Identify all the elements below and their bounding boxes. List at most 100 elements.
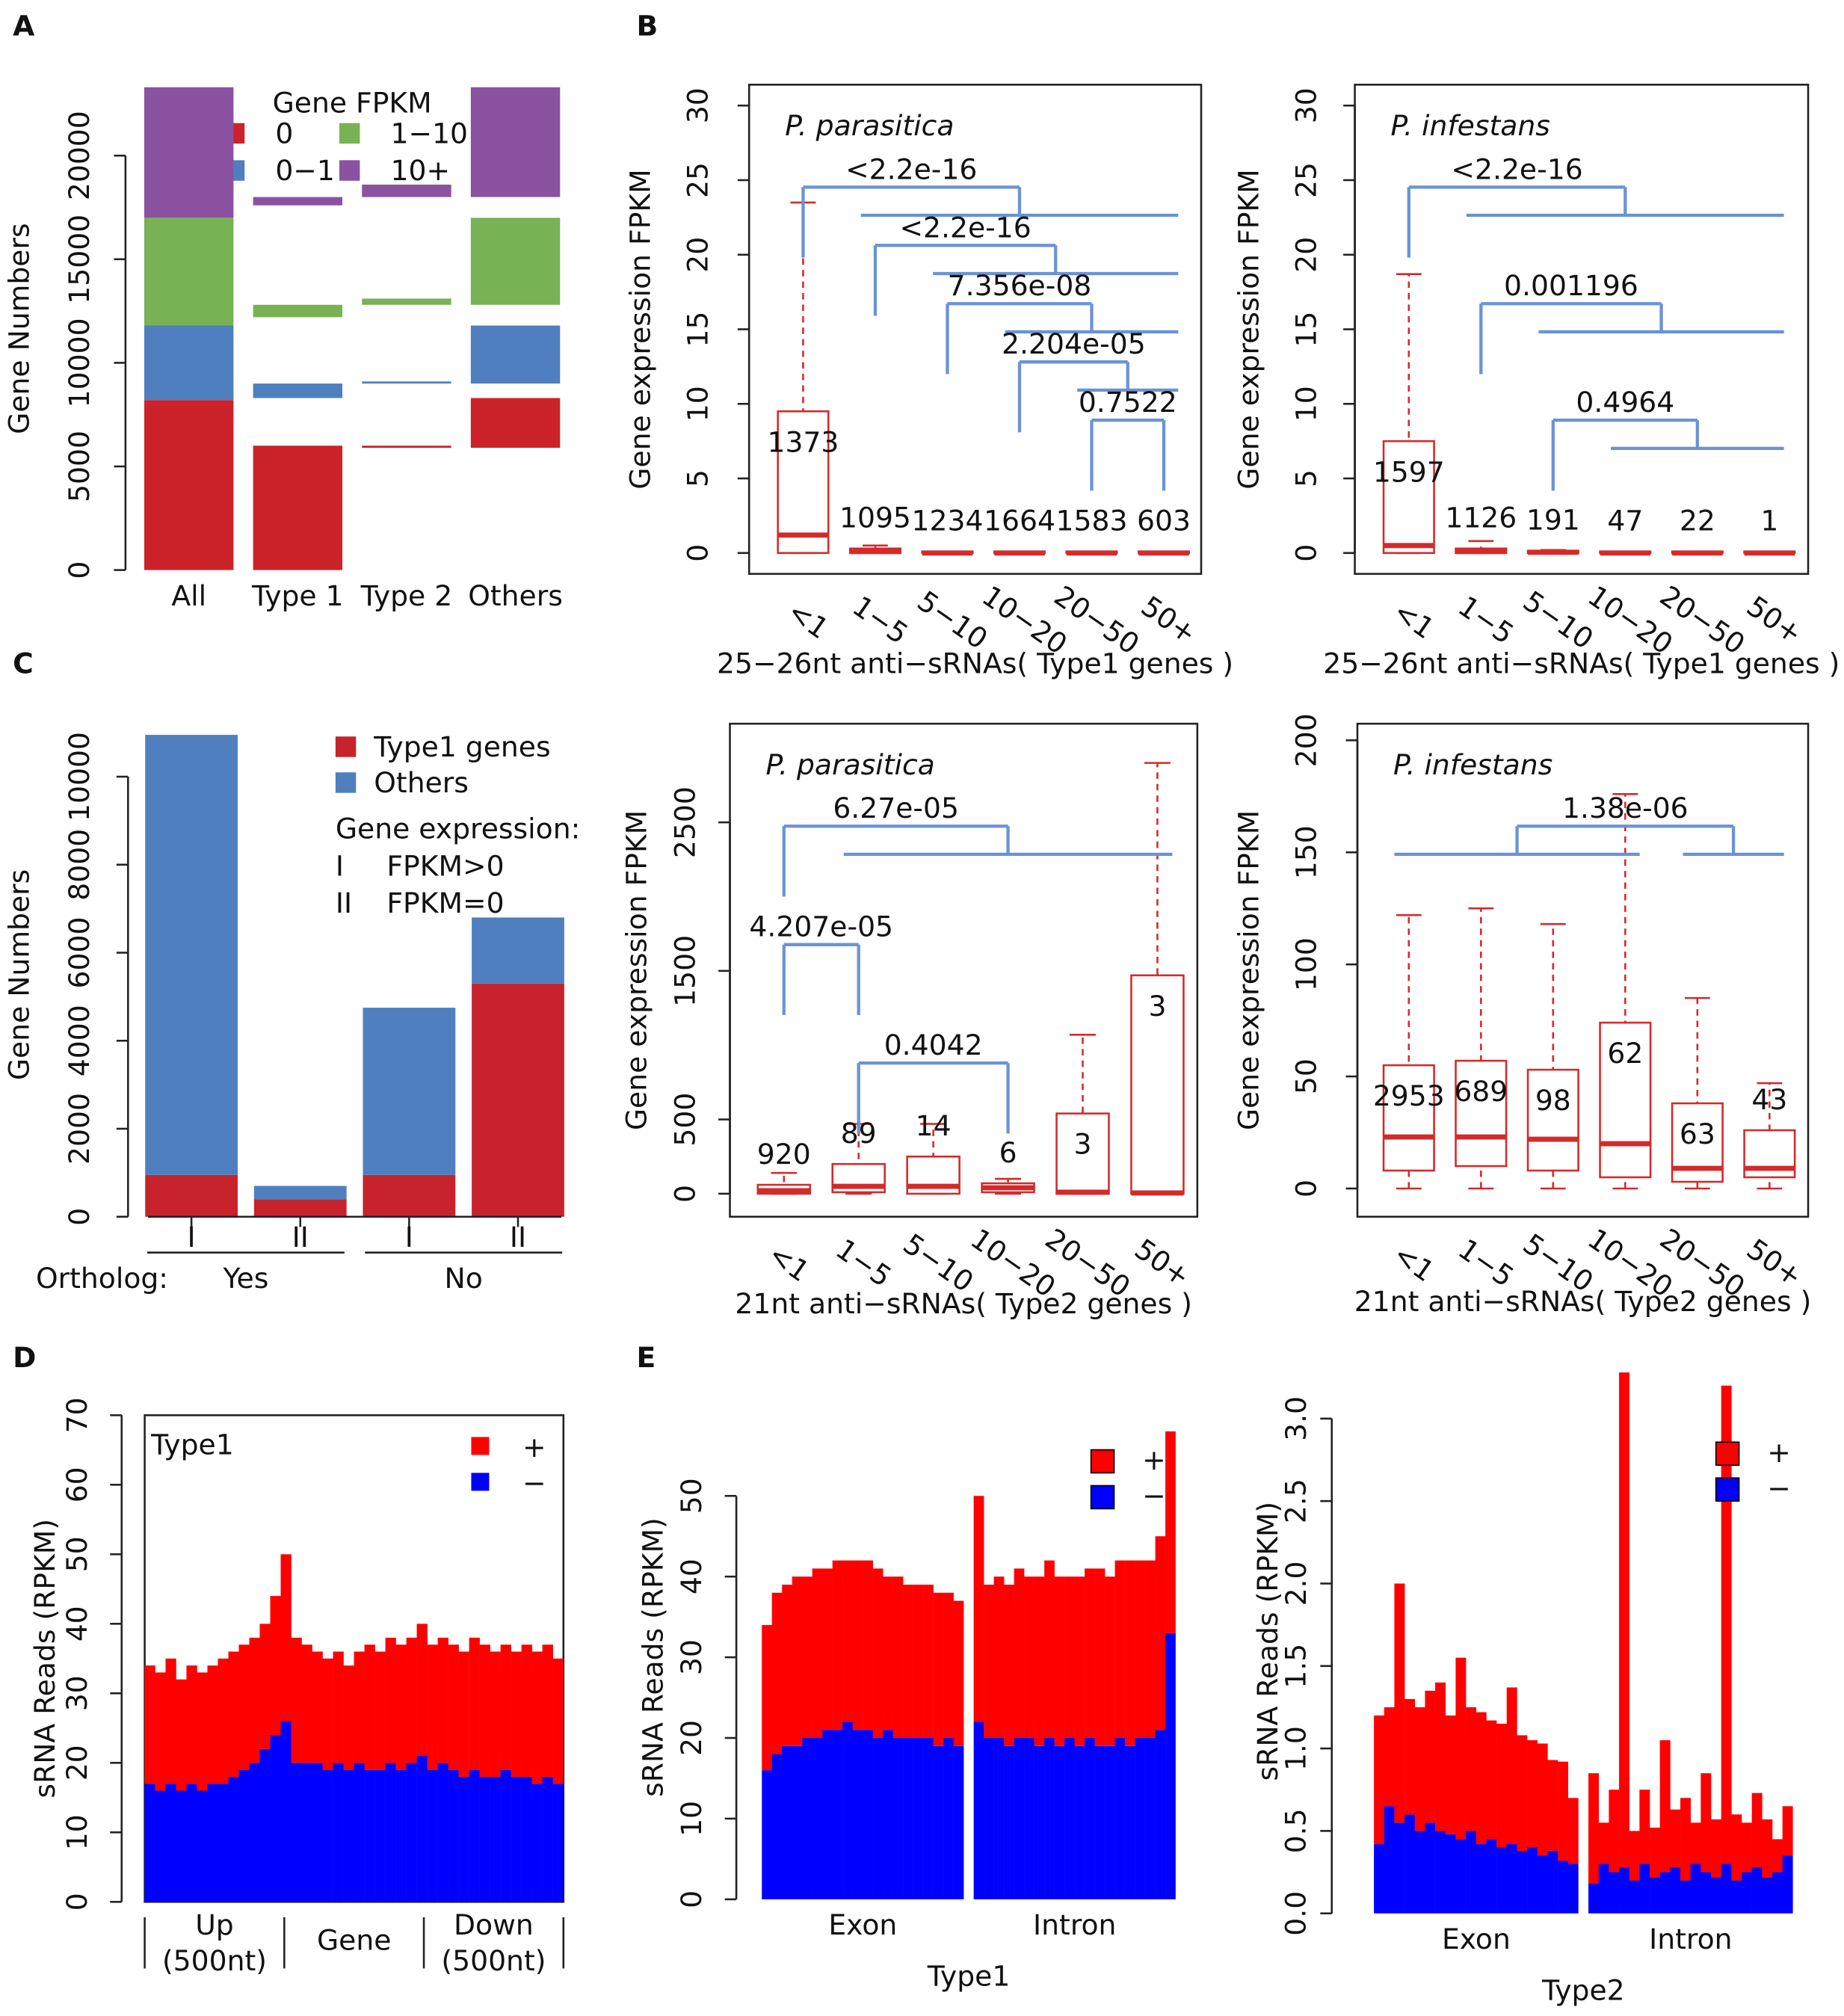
bar-segment xyxy=(1466,1831,1477,1914)
bar-segment xyxy=(1155,1536,1166,1730)
p-value: <2.2e-16 xyxy=(899,211,1031,244)
legend-swatch xyxy=(1090,1449,1115,1474)
count-label: 191 xyxy=(1526,504,1580,537)
legend-swatch xyxy=(471,1437,490,1455)
legend-swatch xyxy=(339,160,360,181)
bar-segment xyxy=(470,218,561,305)
y-tick-label: 15000 xyxy=(63,215,96,304)
bar-segment xyxy=(176,1679,187,1791)
box xyxy=(1130,974,1185,1195)
y-axis-label: sRNA Reads (RPKM) xyxy=(28,1519,61,1798)
bar-segment xyxy=(1527,1847,1538,1914)
legend-note: I xyxy=(336,849,344,882)
y-axis-label: sRNA Reads (RPKM) xyxy=(637,1517,670,1797)
y-tick-label: 3.0 xyxy=(1280,1396,1313,1441)
bar-segment xyxy=(892,1738,904,1899)
bar-segment xyxy=(943,1592,954,1739)
legend-swatch xyxy=(1715,1441,1740,1466)
bar-segment xyxy=(1588,1884,1599,1914)
bar-segment xyxy=(1165,1633,1176,1899)
bar-segment xyxy=(249,1637,260,1763)
bar-segment xyxy=(973,1721,984,1899)
y-tick-label: 0 xyxy=(1289,1180,1322,1197)
y-tick-label: 10000 xyxy=(63,318,96,407)
y-tick-label: 10 xyxy=(1289,386,1322,422)
bar-segment xyxy=(762,1770,772,1899)
y-tick-label: 30 xyxy=(1289,87,1322,123)
y-axis-label: Gene expression FPKM xyxy=(1232,169,1265,489)
count-label: 6 xyxy=(999,1136,1017,1169)
bar-segment xyxy=(771,1592,783,1754)
bar-segment xyxy=(406,1637,417,1763)
count-label: 689 xyxy=(1454,1075,1508,1108)
group-label: Intron xyxy=(1033,1908,1116,1941)
legend-label: 0 xyxy=(275,117,293,149)
bar-segment xyxy=(852,1560,863,1730)
panel-title: P. infestans xyxy=(1391,109,1550,142)
bar-segment xyxy=(852,1730,863,1899)
bar-segment xyxy=(1639,1790,1650,1864)
y-tick-label: 2.0 xyxy=(1280,1561,1313,1606)
bar-segment xyxy=(1014,1568,1025,1739)
y-tick-label: 10 xyxy=(675,1801,708,1837)
bar-segment xyxy=(427,1769,438,1902)
x-tick-label: Type 2 xyxy=(360,579,453,612)
bar-segment xyxy=(1711,1877,1721,1914)
bar-segment xyxy=(479,1644,490,1777)
bar-segment xyxy=(470,87,561,197)
legend-label: Type1 genes xyxy=(373,730,550,763)
bar-segment xyxy=(479,1776,490,1902)
bar-segment xyxy=(832,1730,843,1899)
bar-segment xyxy=(1074,1576,1085,1746)
p-value: <2.2e-16 xyxy=(1451,152,1582,185)
p-value: 6.27e-05 xyxy=(833,792,959,824)
x-tick-label: 1−5 xyxy=(1452,590,1520,651)
bar-segment xyxy=(301,1763,312,1902)
bar-segment xyxy=(1517,1735,1528,1851)
bar-segment xyxy=(176,1790,187,1902)
panel-title: P. parasitica xyxy=(785,109,954,142)
bar-segment xyxy=(1558,1861,1569,1914)
bar-segment xyxy=(1425,1822,1436,1914)
bar-segment xyxy=(1105,1745,1115,1899)
legend-label: + xyxy=(1142,1443,1166,1476)
group-label: Exon xyxy=(1442,1923,1511,1955)
x-tick-label: <1 xyxy=(1387,1237,1440,1288)
bar-segment xyxy=(1064,1738,1075,1899)
bar-segment xyxy=(802,1738,812,1899)
legend-swatch xyxy=(1715,1477,1740,1502)
bar-segment xyxy=(238,1769,250,1902)
y-tick-label: 20 xyxy=(1289,237,1322,273)
bar-segment xyxy=(1135,1738,1146,1899)
group-label: No xyxy=(445,1262,483,1295)
bar-segment xyxy=(1619,1867,1629,1914)
bar-segment xyxy=(280,1721,292,1902)
legend-swatch xyxy=(1090,1485,1115,1510)
bar-segment xyxy=(1567,1798,1579,1864)
bar-segment xyxy=(1772,1872,1783,1914)
y-tick-label: 200 xyxy=(1289,713,1322,767)
bar-segment xyxy=(253,304,343,318)
box xyxy=(1526,1068,1579,1172)
bar-segment xyxy=(1004,1584,1014,1746)
y-axis-label: Gene Numbers xyxy=(3,869,36,1080)
y-tick-label: 10 xyxy=(61,1814,93,1850)
bar-segment xyxy=(913,1738,924,1899)
y-tick-label: 500 xyxy=(669,1093,702,1147)
y-tick-label: 50 xyxy=(1289,1058,1322,1094)
bar-segment xyxy=(144,87,234,218)
bar-segment xyxy=(333,1651,344,1763)
bar-segment xyxy=(1384,1806,1395,1914)
panel-title: P. parasitica xyxy=(765,748,934,781)
y-tick-label: 0 xyxy=(63,561,96,579)
bar-segment xyxy=(1700,1872,1712,1914)
bar-segment xyxy=(933,1592,944,1746)
bar-segment xyxy=(1506,1687,1517,1845)
bar-segment xyxy=(1782,1855,1793,1914)
bar-segment xyxy=(291,1637,302,1763)
bar-segment xyxy=(280,1554,292,1721)
bar-segment xyxy=(500,1644,511,1770)
group-title: Ortholog: xyxy=(36,1262,168,1295)
bar-segment xyxy=(469,1769,480,1902)
bar-segment xyxy=(1404,1814,1416,1914)
